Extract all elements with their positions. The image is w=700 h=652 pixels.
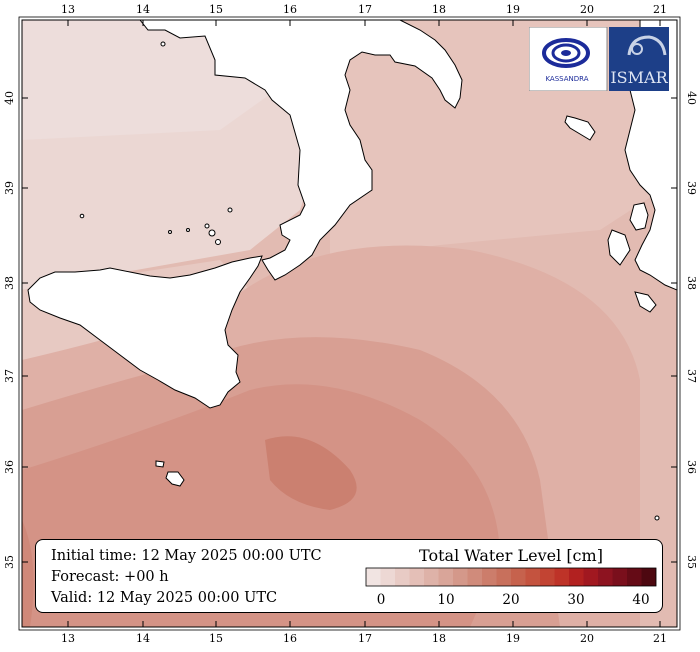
colorbar-swatch <box>525 568 541 586</box>
y-tick-label-left: 36 <box>3 460 16 474</box>
y-tick-label-left: 38 <box>3 276 16 290</box>
colorbar-swatch <box>511 568 526 586</box>
zakynthos-island <box>607 229 631 266</box>
colorbar-label: 20 <box>502 592 519 608</box>
x-tick-label-bottom: 21 <box>653 632 667 645</box>
x-tick-label-top: 14 <box>136 3 150 16</box>
x-tick-label-bottom: 16 <box>283 632 297 645</box>
y-tick-label-right: 39 <box>685 181 698 195</box>
colorbar-label: 0 <box>377 592 386 608</box>
y-tick-label-right: 35 <box>685 555 698 569</box>
x-tick-label-bottom: 17 <box>358 632 372 645</box>
logo-panel: KASSANDRA ISMAR <box>528 26 669 92</box>
x-tick-label-bottom: 20 <box>580 632 594 645</box>
colorbar-swatch <box>496 568 512 586</box>
malta-island <box>165 471 185 487</box>
aeolian-island <box>168 230 172 234</box>
x-tick-label-top: 19 <box>506 3 520 16</box>
forecast-info-box: Initial time: 12 May 2025 00:00 UTC Fore… <box>35 539 663 613</box>
italy-calabria-land <box>139 20 463 281</box>
map-border <box>21 19 678 628</box>
x-tick-label-bottom: 13 <box>61 632 75 645</box>
corfu-island <box>564 115 596 141</box>
colorbar-label: 40 <box>632 592 649 608</box>
svg-text:KASSANDRA: KASSANDRA <box>545 75 588 83</box>
aeolian-island <box>204 223 210 229</box>
axis-tick-labels: 13 13 14 14 15 15 16 16 17 17 18 18 19 19 20 20 21 21 40 40… <box>3 3 698 645</box>
colorbar-swatch <box>424 568 439 586</box>
colorbar-title: Total Water Level [cm] <box>419 546 603 565</box>
colorbar-swatch <box>467 568 483 586</box>
x-tick-label-bottom: 18 <box>432 632 446 645</box>
colorbar-swatch <box>380 568 396 586</box>
x-tick-label-top: 18 <box>432 3 446 16</box>
colorbar-swatch <box>438 568 454 586</box>
colorbar-swatch <box>612 568 628 586</box>
gozo-island <box>155 460 165 468</box>
y-tick-label-right: 38 <box>685 276 698 290</box>
ustica-island <box>79 213 85 219</box>
colorbar: 0 10 20 30 40 <box>365 567 657 608</box>
x-tick-label-bottom: 15 <box>209 632 223 645</box>
x-tick-label-bottom: 19 <box>506 632 520 645</box>
x-tick-label-top: 21 <box>653 3 667 16</box>
colorbar-label: 10 <box>437 592 454 608</box>
x-tick-label-top: 16 <box>283 3 297 16</box>
y-tick-label-right: 36 <box>685 460 698 474</box>
x-tick-label-top: 17 <box>358 3 372 16</box>
colorbar-swatch <box>482 568 497 586</box>
map-outer-border <box>18 16 681 631</box>
colorbar-swatch <box>569 568 584 586</box>
axis-ticks <box>22 20 677 627</box>
x-tick-label-bottom: 14 <box>136 632 150 645</box>
colorbar-swatch <box>598 568 613 586</box>
aeolian-island <box>215 239 221 245</box>
colorbar-swatch <box>395 568 410 586</box>
colorbar-swatch <box>366 568 381 586</box>
x-tick-label-top: 15 <box>209 3 223 16</box>
colorbar-swatch <box>641 568 657 586</box>
ismar-logo: ISMAR <box>610 35 669 87</box>
x-tick-label-top: 20 <box>580 3 594 16</box>
valid-time-text: Valid: 12 May 2025 00:00 UTC <box>51 590 278 606</box>
y-tick-label-left: 39 <box>3 181 16 195</box>
y-tick-label-left: 35 <box>3 555 16 569</box>
small-island <box>160 41 166 47</box>
y-tick-label-right: 37 <box>685 369 698 383</box>
small-island <box>654 515 660 521</box>
colorbar-swatch <box>627 568 642 586</box>
colorbar-outline <box>365 567 657 587</box>
x-tick-label-top: 13 <box>61 3 75 16</box>
colorbar-swatch <box>409 568 425 586</box>
sicily-land <box>27 255 263 409</box>
cephalonia-island <box>629 202 649 231</box>
logos-svg: KASSANDRA ISMAR <box>528 26 669 92</box>
initial-time-text: Initial time: 12 May 2025 00:00 UTC <box>51 548 322 564</box>
colorbar-swatch <box>583 568 599 586</box>
colorbar-swatch <box>554 568 570 586</box>
svg-text:ISMAR: ISMAR <box>610 68 668 87</box>
colorbar-swatch <box>453 568 468 586</box>
y-tick-label-left: 40 <box>3 91 16 105</box>
aeolian-island <box>227 207 233 213</box>
aeolian-island <box>208 229 216 237</box>
peloponnese-island <box>634 291 657 313</box>
colorbar-swatch <box>540 568 555 586</box>
aeolian-island <box>186 228 190 232</box>
forecast-text: Forecast: +00 h <box>51 569 169 585</box>
y-tick-label-left: 37 <box>3 369 16 383</box>
colorbar-label: 30 <box>567 592 584 608</box>
y-tick-label-right: 40 <box>685 91 698 105</box>
kassandra-logo: KASSANDRA <box>542 38 590 83</box>
